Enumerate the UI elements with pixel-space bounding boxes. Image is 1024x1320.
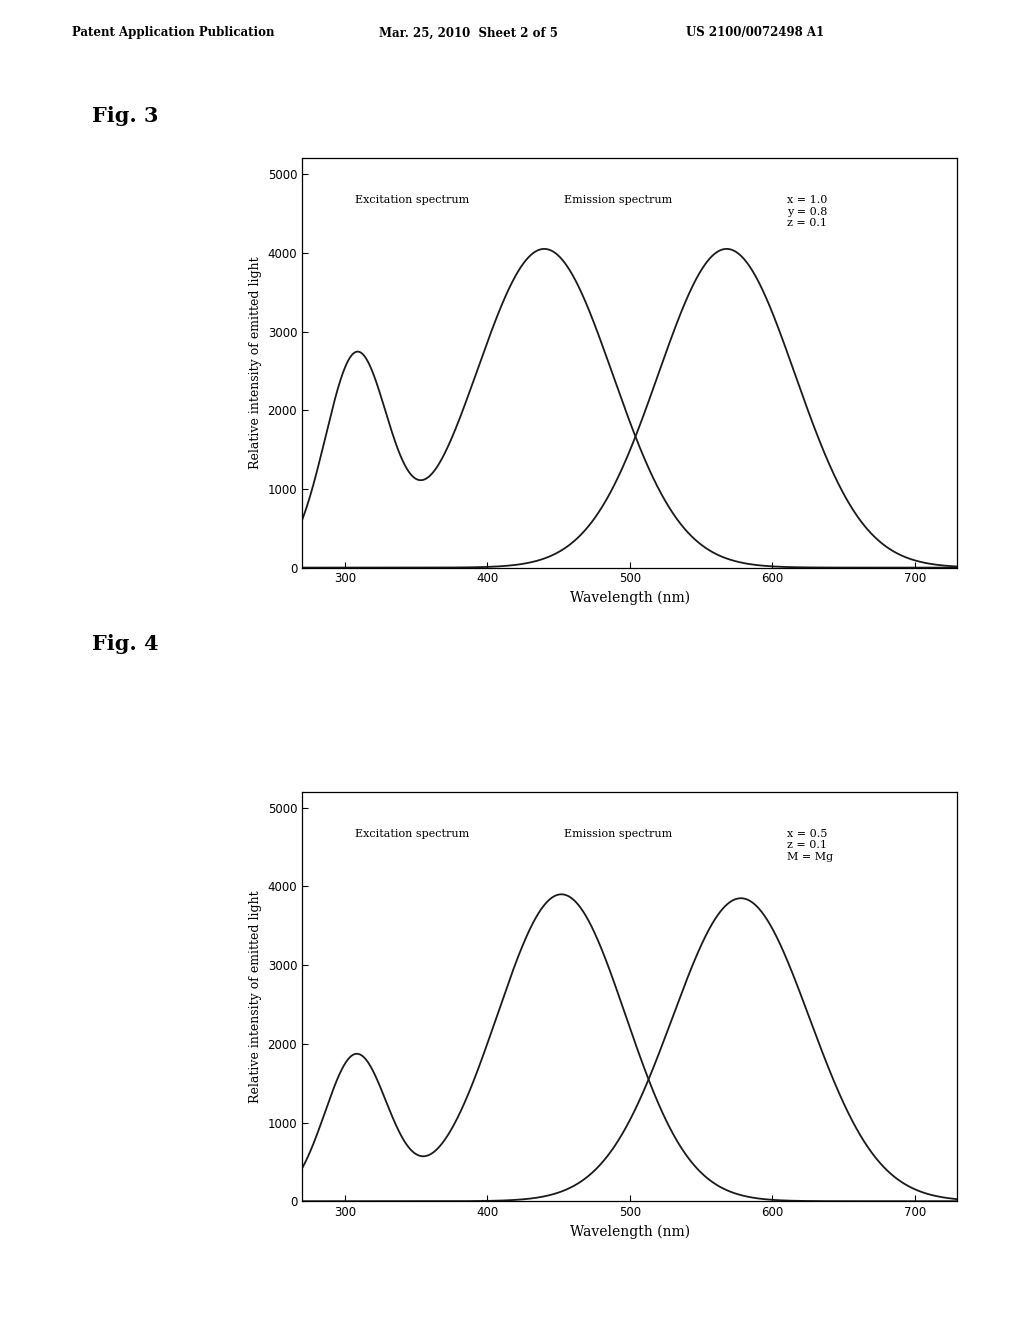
Text: Emission spectrum: Emission spectrum — [564, 829, 673, 838]
Text: Emission spectrum: Emission spectrum — [564, 195, 673, 205]
Text: x = 0.5
z = 0.1
M = Mg: x = 0.5 z = 0.1 M = Mg — [787, 829, 834, 862]
Text: Excitation spectrum: Excitation spectrum — [354, 195, 469, 205]
Y-axis label: Relative intensity of emitted light: Relative intensity of emitted light — [249, 256, 262, 470]
Text: Excitation spectrum: Excitation spectrum — [354, 829, 469, 838]
Text: x = 1.0
y = 0.8
z = 0.1: x = 1.0 y = 0.8 z = 0.1 — [787, 195, 827, 228]
X-axis label: Wavelength (nm): Wavelength (nm) — [569, 591, 690, 606]
Text: Fig. 3: Fig. 3 — [92, 106, 159, 125]
Y-axis label: Relative intensity of emitted light: Relative intensity of emitted light — [249, 890, 262, 1104]
X-axis label: Wavelength (nm): Wavelength (nm) — [569, 1225, 690, 1239]
Text: Fig. 4: Fig. 4 — [92, 634, 159, 653]
Text: Patent Application Publication: Patent Application Publication — [72, 26, 274, 40]
Text: US 2100/0072498 A1: US 2100/0072498 A1 — [686, 26, 824, 40]
Text: Mar. 25, 2010  Sheet 2 of 5: Mar. 25, 2010 Sheet 2 of 5 — [379, 26, 558, 40]
